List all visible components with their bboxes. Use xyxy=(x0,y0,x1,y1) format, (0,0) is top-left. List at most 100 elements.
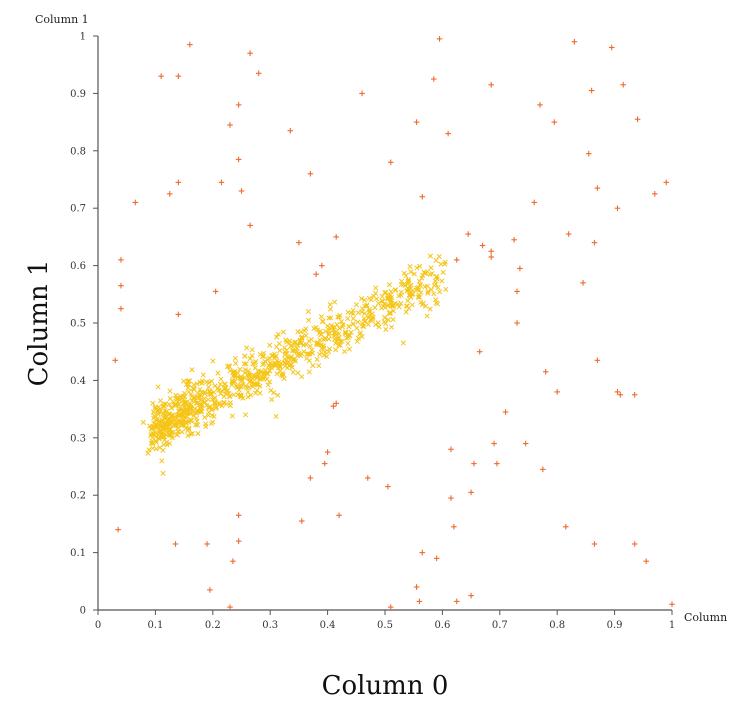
cluster-point xyxy=(332,299,338,305)
cluster-point-stroke xyxy=(150,400,156,406)
cluster-point-stroke xyxy=(298,329,304,335)
outlier-point xyxy=(617,391,624,398)
cluster-point xyxy=(437,289,443,295)
cluster-point xyxy=(387,310,393,316)
cluster-point xyxy=(156,411,162,417)
cluster-point-stroke xyxy=(398,281,404,288)
cluster-point xyxy=(238,382,244,388)
cluster-point-stroke xyxy=(416,278,422,284)
cluster-point-stroke xyxy=(421,269,427,275)
cluster-point xyxy=(215,370,221,376)
cluster-point-stroke xyxy=(317,351,323,357)
outlier-point xyxy=(614,205,621,211)
cluster-point xyxy=(176,418,182,425)
cluster-point xyxy=(242,383,249,389)
outlier-point xyxy=(413,584,420,590)
cluster-point xyxy=(205,404,211,410)
cluster-point xyxy=(327,301,333,308)
outlier-point xyxy=(643,558,649,565)
cluster-point-stroke xyxy=(390,317,396,323)
cluster-point-stroke xyxy=(406,305,412,311)
cluster-point xyxy=(230,369,236,375)
cluster-point xyxy=(422,303,429,309)
outlier-point xyxy=(298,518,305,524)
outlier-point xyxy=(537,102,543,108)
cluster-point-stroke xyxy=(423,270,429,276)
outlier-point xyxy=(112,357,119,364)
outlier-point xyxy=(324,449,331,455)
cluster-point xyxy=(362,311,368,317)
cluster-point xyxy=(297,340,303,346)
outlier-point xyxy=(359,90,365,97)
cluster-point xyxy=(186,378,193,384)
cluster-point xyxy=(202,389,208,395)
cluster-point xyxy=(243,361,249,367)
cluster-point xyxy=(368,317,374,324)
x-tick-label: 0.8 xyxy=(549,620,565,631)
cluster-point xyxy=(407,283,413,289)
outlier-point xyxy=(307,170,314,177)
outlier-point xyxy=(511,236,517,243)
cluster-point xyxy=(156,436,162,442)
cluster-point xyxy=(274,358,280,364)
cluster-point xyxy=(425,288,431,294)
cluster-point-stroke xyxy=(380,298,386,304)
cluster-point-stroke xyxy=(443,286,449,292)
outlier-point xyxy=(287,127,294,134)
cluster-point-stroke xyxy=(362,318,368,325)
cluster-point xyxy=(269,361,275,367)
cluster-point xyxy=(415,294,421,300)
cluster-point-stroke xyxy=(341,349,348,355)
cluster-point-stroke xyxy=(303,333,309,339)
cluster-point-stroke xyxy=(252,360,258,366)
outlier-point xyxy=(235,538,242,544)
outlier-point xyxy=(585,150,592,157)
cluster-point xyxy=(227,364,233,370)
cluster-point xyxy=(401,270,407,276)
cluster-point-stroke xyxy=(355,319,361,325)
cluster-point-stroke xyxy=(297,338,303,344)
outlier-point xyxy=(430,76,437,82)
cluster-point-stroke xyxy=(382,290,388,296)
cluster-point-stroke xyxy=(360,305,366,312)
cluster-point-stroke xyxy=(437,289,443,295)
cluster-point xyxy=(288,343,294,349)
cluster-point-stroke xyxy=(204,379,210,385)
cluster-point-stroke xyxy=(238,394,244,400)
cluster-point-stroke xyxy=(218,376,224,382)
cluster-point-stroke xyxy=(243,412,249,418)
cluster-point xyxy=(219,388,225,394)
cluster-point-stroke xyxy=(150,409,157,415)
cluster-point xyxy=(308,336,314,343)
cluster-point-stroke xyxy=(286,340,292,346)
x-tick-label: 0.5 xyxy=(377,620,393,631)
cluster-point xyxy=(166,401,172,407)
cluster-point xyxy=(246,384,252,390)
cluster-point-stroke xyxy=(384,303,390,309)
cluster-point-stroke xyxy=(395,301,401,307)
cluster-point-stroke xyxy=(160,447,166,453)
cluster-point-stroke xyxy=(389,303,395,309)
cluster-point-stroke xyxy=(306,351,312,357)
cluster-point-stroke xyxy=(177,395,183,401)
y-axis-top-label: Column 1 xyxy=(35,13,89,26)
cluster-point xyxy=(306,317,312,323)
cluster-point-stroke xyxy=(227,368,233,374)
outlier-point xyxy=(333,234,340,240)
cluster-point-stroke xyxy=(328,315,334,321)
cluster-point-stroke xyxy=(408,294,414,300)
cluster-point-stroke xyxy=(343,329,349,335)
cluster-point xyxy=(339,324,345,330)
cluster-point xyxy=(236,387,242,393)
cluster-point-stroke xyxy=(417,282,423,288)
cluster-point xyxy=(295,370,301,376)
cluster-point-stroke xyxy=(376,324,382,330)
cluster-point-stroke xyxy=(148,440,154,446)
outlier-point xyxy=(235,102,242,108)
cluster-point-stroke xyxy=(417,263,423,269)
cluster-point-stroke xyxy=(362,311,368,317)
cluster-point xyxy=(433,257,439,264)
cluster-point-stroke xyxy=(174,432,180,438)
cluster-point-stroke xyxy=(229,413,235,419)
cluster-point-stroke xyxy=(420,300,426,306)
